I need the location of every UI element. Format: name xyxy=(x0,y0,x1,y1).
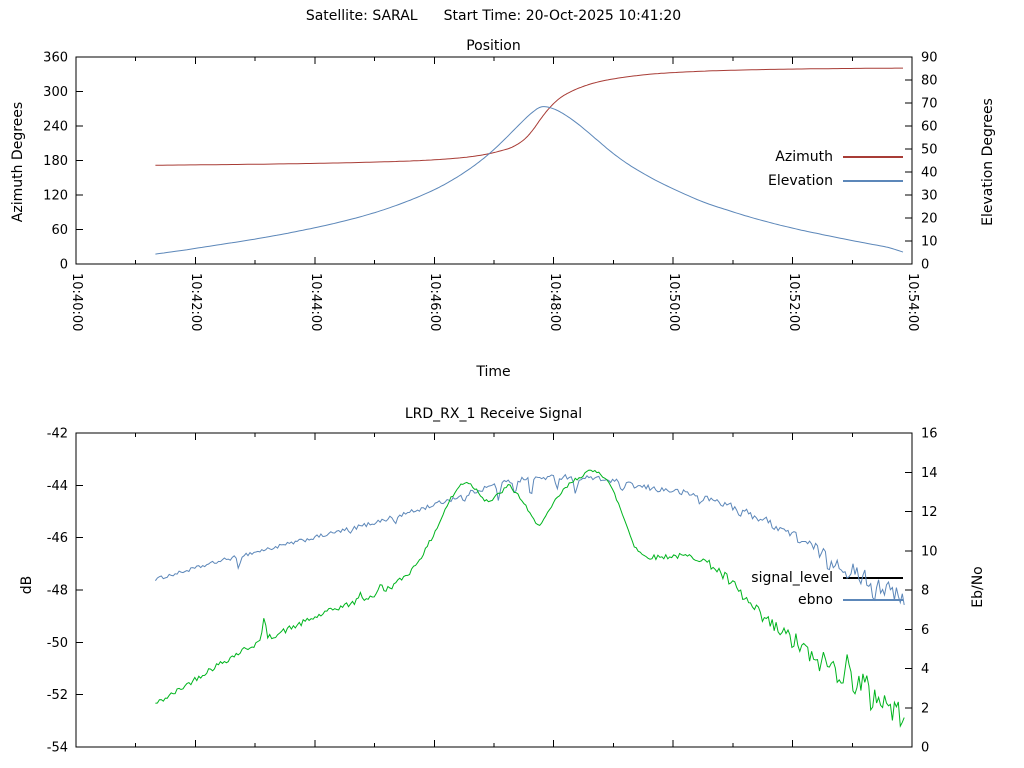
y-left-tick-label: -44 xyxy=(47,479,68,494)
legend-azimuth-label: Azimuth xyxy=(775,149,833,165)
y-left-tick-label: 120 xyxy=(43,189,68,204)
y-left-tick-label: -48 xyxy=(47,584,68,599)
y-right-tick-label: 10 xyxy=(921,235,938,250)
y-left-tick-label: -52 xyxy=(47,688,68,703)
y-left-tick-label: 360 xyxy=(43,51,68,66)
start-time-label: Start Time: 20-Oct-2025 10:41:20 xyxy=(443,8,682,24)
receive-chart-title: LRD_RX_1 Receive Signal xyxy=(404,406,583,422)
x-tick-label: 10:50:00 xyxy=(666,273,682,332)
x-tick-label: 10:46:00 xyxy=(427,273,443,332)
legend-elevation-label: Elevation xyxy=(767,173,833,189)
y-right-tick-label: 2 xyxy=(921,701,929,716)
legend-signal-level: signal_level xyxy=(751,567,903,589)
y-left-tick-label: 240 xyxy=(43,120,68,135)
y-right-tick-label: 4 xyxy=(921,662,929,677)
legend-ebno: ebno xyxy=(798,589,903,611)
signal-level-line-swatch xyxy=(843,577,903,579)
satellite-label: Satellite: SARAL xyxy=(305,8,418,24)
x-tick-label: 10:54:00 xyxy=(905,273,920,332)
y-right-tick-label: 30 xyxy=(921,189,938,204)
x-tick-label: 10:52:00 xyxy=(785,273,801,332)
y-right-tick-label: 0 xyxy=(921,258,929,273)
azimuth-line-swatch xyxy=(843,156,903,158)
y-right-tick-label: 10 xyxy=(921,544,938,559)
y-left-tick-label: -42 xyxy=(47,427,68,442)
y-right-tick-label: 6 xyxy=(921,623,929,638)
receive-legend: signal_level ebno xyxy=(751,567,903,611)
elevation-line-swatch xyxy=(843,180,903,182)
y-right-tick-label: 70 xyxy=(921,97,938,112)
legend-azimuth: Azimuth xyxy=(775,145,903,169)
y-right-tick-label: 12 xyxy=(921,505,938,520)
y-left-tick-label: -50 xyxy=(47,636,68,651)
x-tick-label: 10:48:00 xyxy=(546,273,562,332)
legend-signal-level-label: signal_level xyxy=(751,570,833,586)
y-right-tick-label: 14 xyxy=(921,466,938,481)
y-right-tick-label: 20 xyxy=(921,212,938,227)
y-left-tick-label: -46 xyxy=(47,531,68,546)
legend-elevation: Elevation xyxy=(768,169,903,193)
main-title: Satellite: SARAL Start Time: 20-Oct-2025… xyxy=(75,8,912,24)
y-right-tick-label: 40 xyxy=(921,166,938,181)
y-right-tick-label: 60 xyxy=(921,120,938,135)
ebno-line-swatch xyxy=(843,599,903,601)
elevation-axis-label: Elevation Degrees xyxy=(980,98,996,226)
db-axis-label: dB xyxy=(19,575,35,595)
ebno-axis-label: Eb/No xyxy=(970,566,986,608)
y-left-tick-label: 0 xyxy=(60,258,68,273)
y-right-tick-label: 80 xyxy=(921,74,938,89)
y-right-tick-label: 16 xyxy=(921,427,938,442)
y-left-tick-label: 180 xyxy=(43,154,68,169)
time-axis-label: Time xyxy=(476,364,511,380)
x-tick-label: 10:44:00 xyxy=(307,273,323,332)
azimuth-axis-label: Azimuth Degrees xyxy=(10,101,26,223)
x-tick-label: 10:40:00 xyxy=(69,273,84,332)
x-tick-label: 10:42:00 xyxy=(188,273,204,332)
position-chart-title: Position xyxy=(466,38,521,54)
legend-ebno-label: ebno xyxy=(798,592,833,608)
y-left-tick-label: -54 xyxy=(47,741,68,756)
y-right-tick-label: 90 xyxy=(921,51,938,66)
y-right-tick-label: 0 xyxy=(921,741,929,756)
position-legend: Azimuth Elevation xyxy=(768,145,903,193)
y-right-tick-label: 50 xyxy=(921,143,938,158)
y-left-tick-label: 60 xyxy=(51,223,68,238)
y-left-tick-label: 300 xyxy=(43,85,68,100)
y-right-tick-label: 8 xyxy=(921,584,929,599)
